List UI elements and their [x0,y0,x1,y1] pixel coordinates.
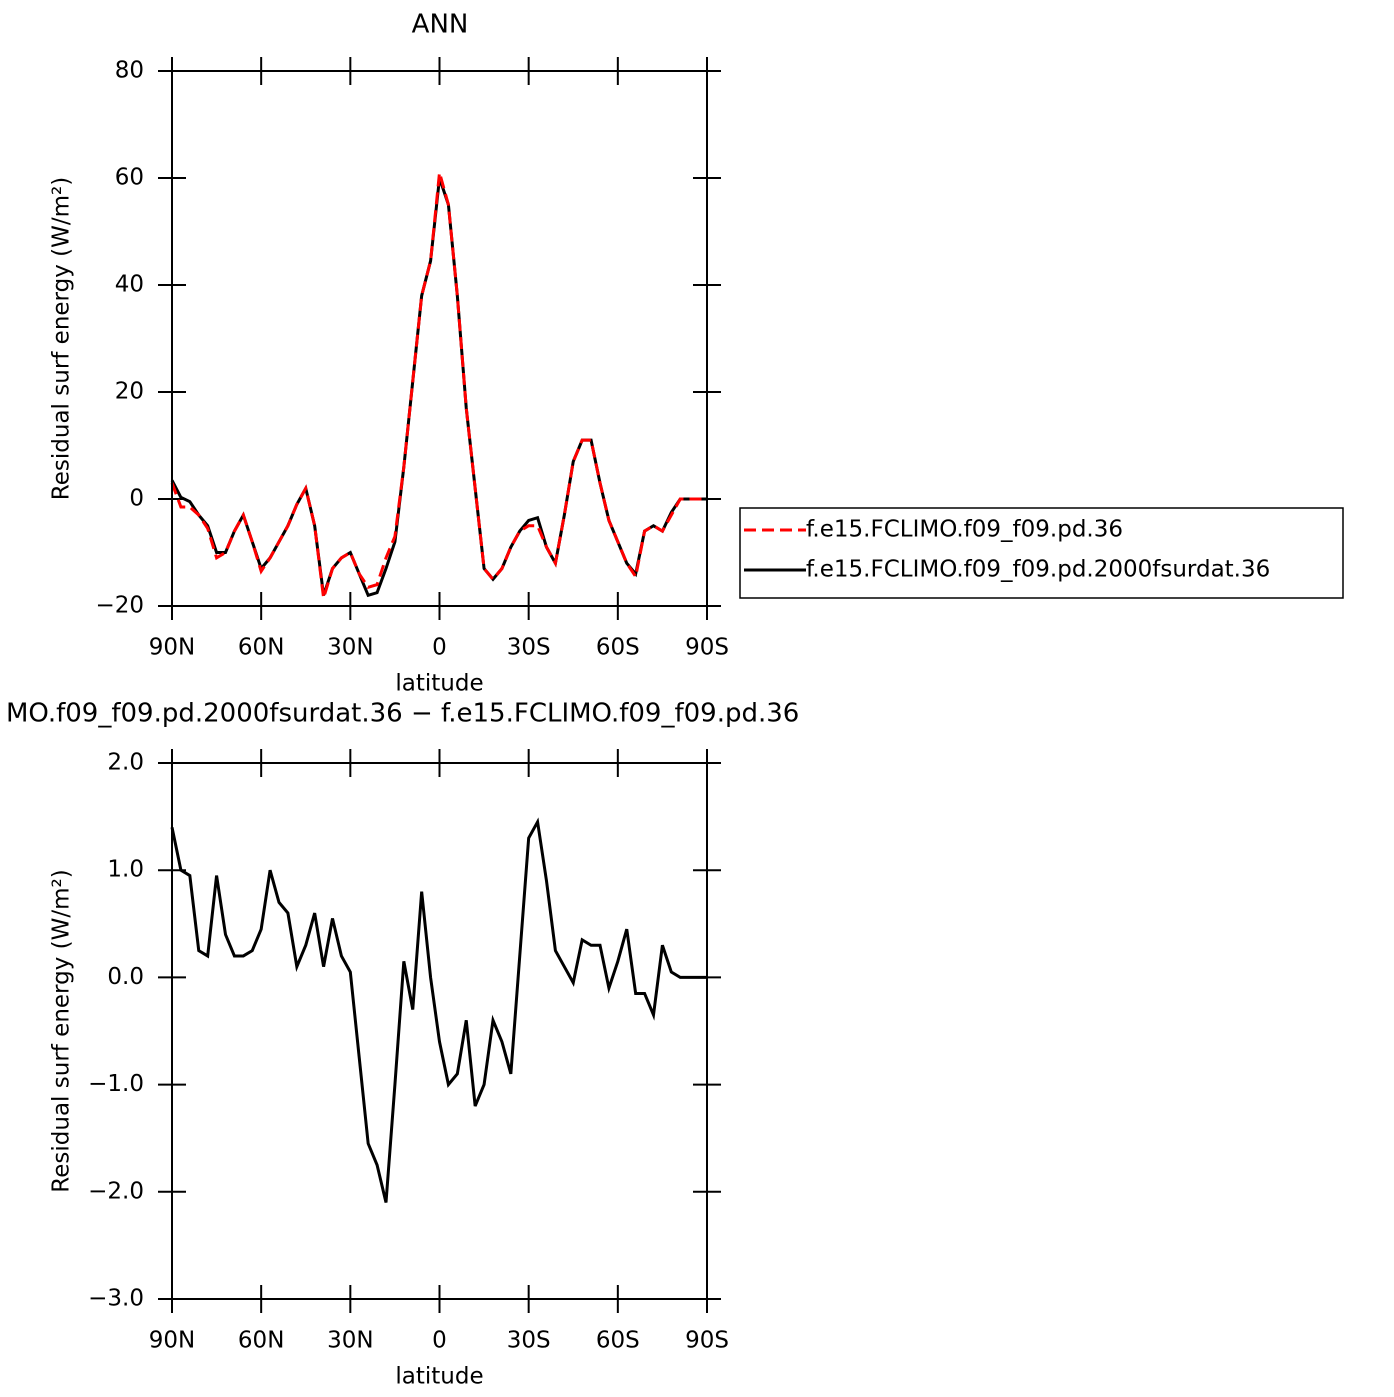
data-line [170,817,707,1203]
data-line [170,172,707,599]
plot-frame [171,762,708,1300]
y-tick-label: 60 [115,165,144,191]
x-tick-label: 60N [238,1328,284,1354]
y-tick-label: 2.0 [107,750,144,776]
legend-label: f.e15.FCLIMO.f09_f09.pd.36 [806,517,1123,543]
y-tick-label: 0 [129,486,144,512]
y-axis-label: Residual surf energy (W/m²) [49,177,75,500]
x-tick-label: 0 [432,1328,447,1354]
x-tick-label: 30S [507,635,551,661]
data-line [170,177,707,598]
legend-box [739,507,1344,599]
x-axis-label: latitude [395,671,483,697]
x-tick-label: 30S [507,1328,551,1354]
chart-title: MO.f09_f09.pd.2000fsurdat.36 − f.e15.FCL… [6,699,799,729]
y-tick-label: 40 [115,272,144,298]
y-tick-label: −1.0 [88,1071,144,1097]
x-tick-label: 60S [596,1328,640,1354]
x-tick-label: 30N [327,635,373,661]
y-tick-label: 80 [115,58,144,84]
x-tick-label: 90N [149,635,195,661]
y-tick-label: 1.0 [107,857,144,883]
y-axis-label: Residual surf energy (W/m²) [49,869,75,1192]
legend-label: f.e15.FCLIMO.f09_f09.pd.2000fsurdat.36 [806,557,1270,583]
plot-frame [171,70,708,607]
x-tick-label: 90N [149,1328,195,1354]
x-tick-label: 0 [432,635,447,661]
x-tick-label: 90S [685,635,729,661]
x-tick-label: 60S [596,635,640,661]
x-tick-label: 90S [685,1328,729,1354]
y-tick-label: 20 [115,379,144,405]
y-tick-label: −20 [95,593,144,619]
y-tick-label: −2.0 [88,1178,144,1204]
x-tick-label: 60N [238,635,284,661]
chart-title: ANN [412,10,469,40]
y-tick-label: −3.0 [88,1286,144,1312]
x-axis-label: latitude [395,1364,483,1390]
x-tick-label: 30N [327,1328,373,1354]
y-tick-label: 0.0 [107,964,144,990]
